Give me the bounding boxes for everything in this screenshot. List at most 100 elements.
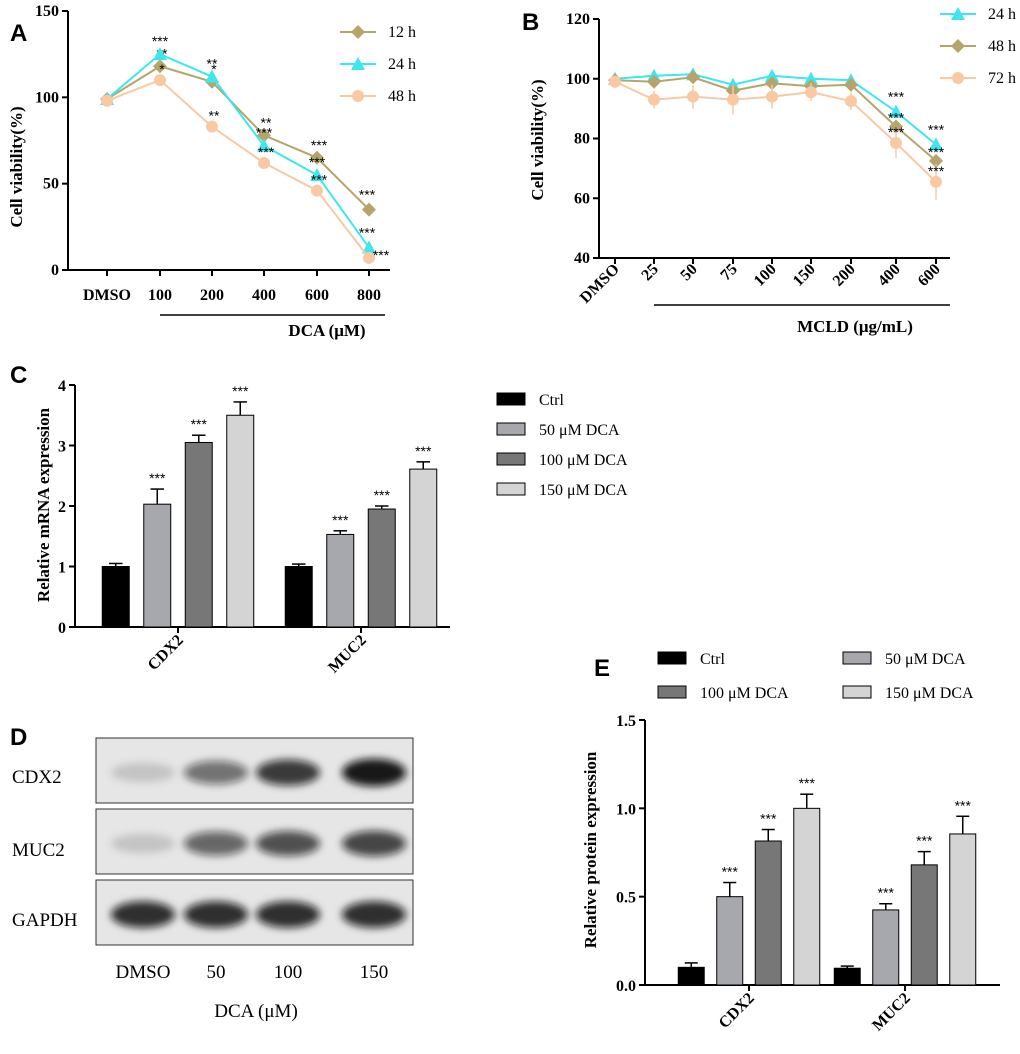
- panel-a-legend-marker: [351, 25, 365, 39]
- panel-b-data-point: [929, 137, 943, 151]
- panel-a-x-tick-label: DMSO: [83, 287, 131, 304]
- panel-c-legend-label: Ctrl: [539, 392, 564, 409]
- panel-b-y-tick-label: 60: [574, 190, 590, 207]
- panel-b-y-tick-label: 100: [566, 71, 590, 88]
- panel-b-data-point: [890, 136, 902, 149]
- panel-a-significance-label: ***: [311, 137, 328, 153]
- blot-row-label: GAPDH: [12, 910, 78, 931]
- panel-e-legend-swatch: [842, 685, 872, 699]
- panel-a-data-point: [311, 184, 323, 197]
- panel-e-y-tick-label: 1.5: [616, 713, 636, 730]
- panel-a-series-line: [106, 78, 370, 259]
- panel-b-data-point: [804, 71, 818, 85]
- panel-b-data-point: [647, 74, 661, 89]
- panel-a-x-tick-label: 800: [357, 287, 381, 304]
- panel-e-legend-label: 100 μM DCA: [700, 685, 789, 702]
- panel-a-x-axis-label: DCA (μM): [288, 321, 365, 340]
- panel-label-a: A: [10, 20, 27, 47]
- panel-a-series-line: [106, 65, 370, 211]
- blot-lane-label: 150: [360, 962, 389, 983]
- panel-b: B Cell viability(%) MCLD (μg/mL) 40 60 80 1…: [522, 6, 1016, 336]
- panel-b-data-point: [765, 76, 779, 91]
- panel-b-data-point: [609, 75, 621, 88]
- panel-e-x-tick-label: MUC2: [869, 990, 914, 1035]
- panel-e-legend-label: Ctrl: [700, 651, 725, 668]
- panel-a-x-tick-label: 400: [252, 287, 276, 304]
- panel-a-legend-label: 24 h: [388, 56, 416, 73]
- panel-a-y-tick-label: 150: [35, 3, 59, 20]
- panel-a-data-point: [310, 168, 324, 182]
- panel-a-data-point: [205, 69, 219, 83]
- panel-b-legend-marker: [952, 72, 964, 84]
- panel-b-data-point: [845, 95, 857, 108]
- panel-a-data-point: [153, 59, 167, 74]
- panel-c-bar: [409, 468, 438, 628]
- panel-c-legend-swatch: [496, 482, 526, 496]
- panel-b-x-tick-label: 50: [677, 261, 700, 284]
- blot-band: [184, 901, 248, 928]
- panel-b-legend-marker: [951, 39, 965, 53]
- panel-e-y-tick-label: 0.5: [616, 890, 636, 907]
- panel-c-bar: [284, 566, 313, 628]
- panel-b-x-tick-label: 75: [717, 261, 740, 284]
- panel-b-data-point: [929, 153, 943, 168]
- panel-c-y-tick-label: 1: [58, 560, 66, 577]
- blot-band: [256, 831, 320, 856]
- panel-e-significance-label: ***: [799, 775, 816, 791]
- panel-c-x-tick-label: MUC2: [325, 632, 370, 677]
- panel-a-legend-label: 48 h: [388, 88, 416, 105]
- panel-a-data-point: [362, 240, 376, 254]
- panel-a-significance-label: ***: [359, 225, 376, 241]
- blot-row-label: CDX2: [12, 767, 62, 788]
- panel-c-legend-label: 100 μM DCA: [539, 452, 628, 469]
- blot-row-label: MUC2: [12, 840, 65, 861]
- panel-b-legend-label: 72 h: [988, 70, 1016, 87]
- panel-c-x-tick-label: CDX2: [145, 632, 187, 674]
- panel-c-significance-label: ***: [332, 512, 349, 528]
- panel-e-bar: [910, 864, 938, 986]
- panel-d: D CDX2 MUC2 GAPDH DMSO 50 100 150 DCA (μM): [10, 724, 414, 1022]
- panel-a-significance-label: **: [207, 56, 218, 72]
- panel-b-x-axis-label: MCLD (μg/mL): [797, 317, 913, 336]
- blot-band: [342, 758, 406, 787]
- panel-b-x-tick-label: 25: [638, 261, 661, 284]
- blot-band: [111, 901, 175, 928]
- panel-c-significance-label: ***: [149, 470, 166, 486]
- panel-a-significance-label: ***: [311, 172, 328, 188]
- panel-e-bar: [833, 967, 861, 986]
- panel-c-bar: [184, 441, 213, 628]
- panel-b-x-tick-label: 600: [915, 261, 944, 290]
- panel-a-significance-label: **: [209, 108, 220, 124]
- panel-e-bar: [754, 840, 782, 986]
- panel-a-data-point: [101, 94, 113, 107]
- panel-c-significance-label: ***: [191, 416, 208, 432]
- panel-a-data-point: [154, 74, 166, 87]
- panel-a-x-tick-label: 100: [148, 287, 172, 304]
- panel-a-y-tick-label: 50: [43, 176, 59, 193]
- blot-lane-label: 100: [274, 962, 303, 983]
- panel-a-significance-label: *: [211, 61, 217, 77]
- panel-c: C Relative mRNA expression 0 1 2 3 4 CDX2 *** *…: [10, 362, 628, 677]
- panel-b-significance-label: ***: [928, 121, 945, 137]
- panel-b-data-point: [844, 77, 858, 92]
- panel-b-data-point: [766, 90, 778, 103]
- panel-b-significance-label: ***: [888, 89, 905, 105]
- panel-b-significance-label: ***: [928, 144, 945, 160]
- panel-label-c: C: [10, 362, 27, 389]
- panel-b-data-point: [765, 68, 779, 82]
- panel-c-y-tick-label: 3: [58, 439, 66, 456]
- panel-b-data-point: [805, 86, 817, 99]
- panel-e-y-axis-label: Relative protein expression: [581, 751, 600, 948]
- panel-a-data-point: [363, 251, 375, 264]
- blot-lane-label: 50: [207, 962, 226, 983]
- panel-label-e: E: [594, 655, 610, 682]
- panel-b-legend-label: 48 h: [988, 38, 1016, 55]
- panel-b-x-tick-label: DMSO: [577, 261, 623, 307]
- panel-c-y-tick-label: 2: [58, 499, 66, 516]
- panel-c-significance-label: ***: [232, 383, 249, 399]
- panel-c-legend-label: 50 μM DCA: [539, 422, 620, 439]
- panel-a-data-point: [310, 150, 324, 165]
- panel-c-y-tick-label: 4: [58, 378, 66, 395]
- panel-e-significance-label: ***: [878, 885, 895, 901]
- panel-c-y-axis-label: Relative mRNA expression: [34, 407, 53, 602]
